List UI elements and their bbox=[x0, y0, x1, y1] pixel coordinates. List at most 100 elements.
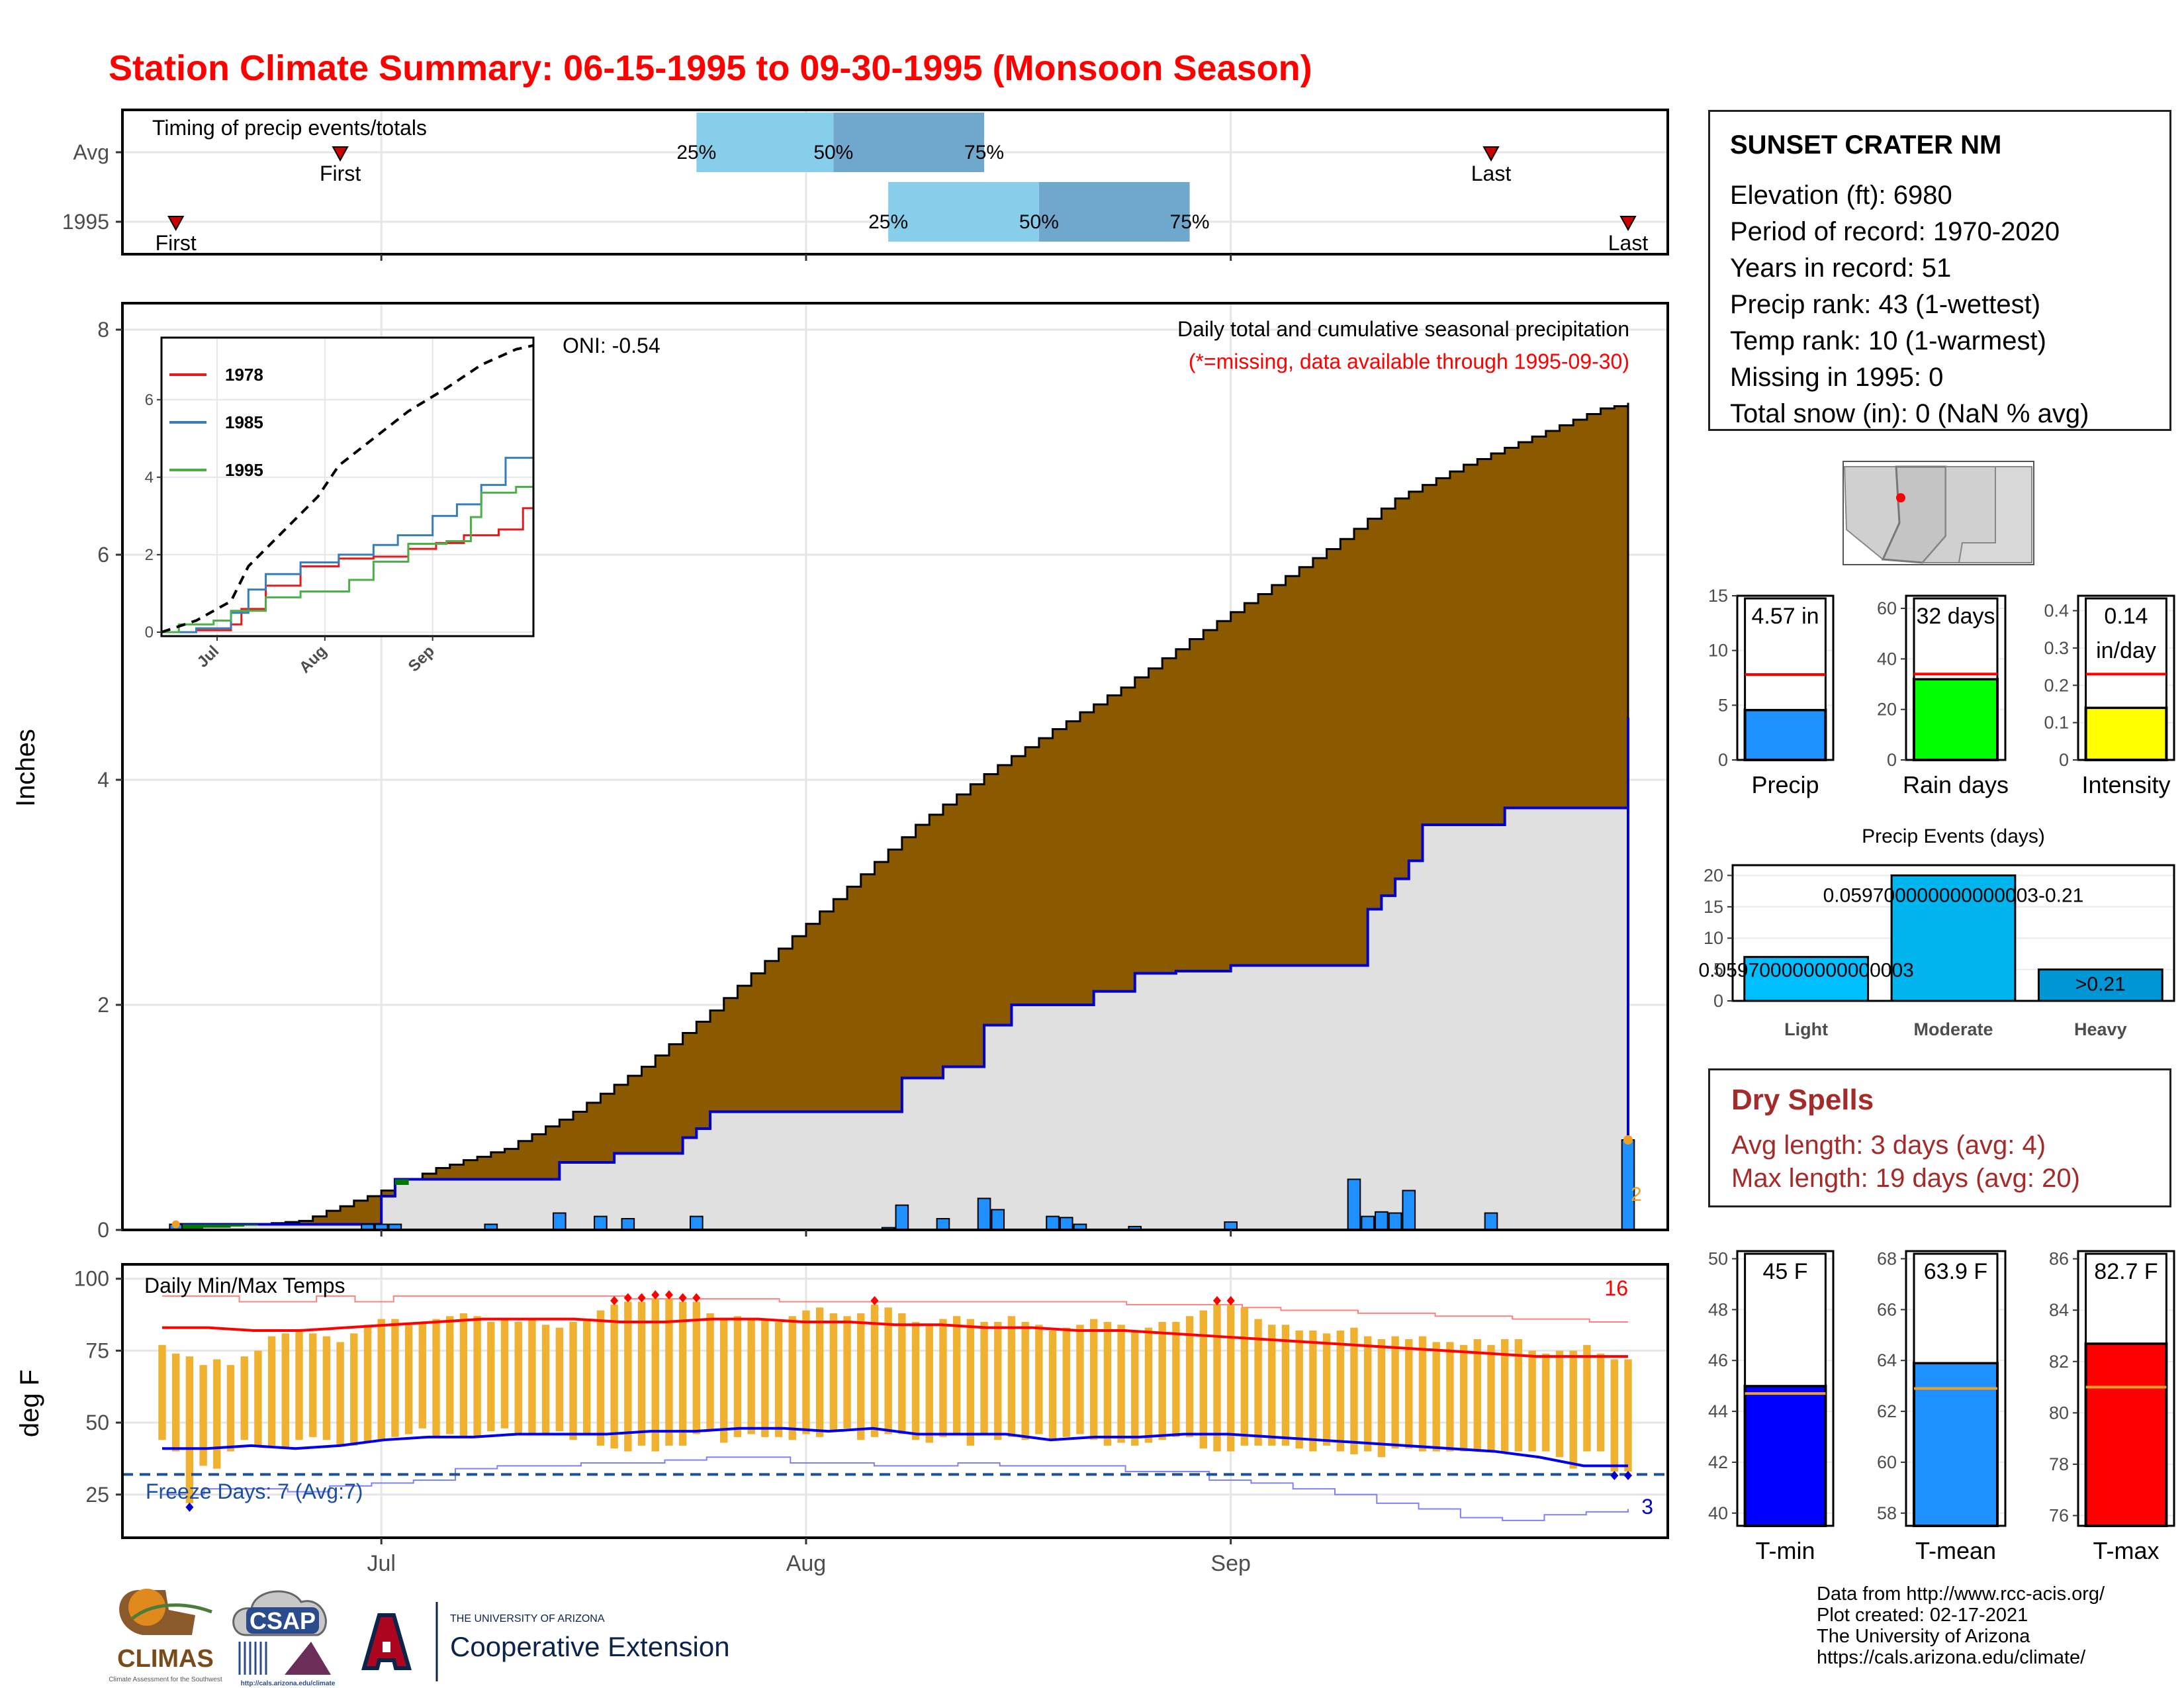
daily-temp-bar bbox=[1363, 1336, 1372, 1452]
stat-t-mean-border bbox=[1905, 1250, 2007, 1527]
y-tick-label: 15 bbox=[1704, 897, 1723, 917]
total-intensity-value-bar bbox=[2084, 706, 2168, 762]
daily-temp-bar bbox=[665, 1299, 673, 1446]
y-tick-label: 25 bbox=[85, 1483, 109, 1507]
q75-label: 75% bbox=[1170, 211, 1210, 233]
daily-temp-bar bbox=[1089, 1319, 1098, 1440]
daily-temp-bar bbox=[1514, 1339, 1523, 1452]
daily-temp-bar bbox=[377, 1319, 385, 1440]
station-location-marker bbox=[1896, 493, 1905, 502]
avg-max-line bbox=[162, 1317, 1628, 1358]
row-label: 1995 bbox=[62, 210, 109, 234]
event-bar-heavy bbox=[2037, 968, 2163, 1002]
dry-spells-avg: Avg length: 3 days (avg: 4) bbox=[1731, 1131, 2046, 1160]
daily-precip-bar bbox=[1361, 1215, 1375, 1231]
daily-temp-bar bbox=[1213, 1304, 1221, 1452]
inset-bg bbox=[161, 338, 533, 636]
daily-precip-bar bbox=[1388, 1212, 1402, 1231]
daily-temp-bar bbox=[1199, 1310, 1207, 1449]
y-tick-label: 0 bbox=[97, 1218, 109, 1242]
y-tick-label: 10 bbox=[1704, 928, 1723, 948]
daily-temp-bar bbox=[569, 1321, 577, 1440]
daily-precip-bar bbox=[1402, 1190, 1416, 1231]
y-tick-label: 8 bbox=[97, 318, 109, 342]
q50-label: 50% bbox=[1019, 211, 1059, 233]
map-state-tx bbox=[1958, 466, 2032, 563]
daily-precip-bar bbox=[1347, 1178, 1361, 1231]
event-bar-label: 0.059700000000000003-0.21 bbox=[1823, 884, 2084, 906]
inset-legend-label: 1978 bbox=[225, 365, 263, 385]
daily-temp-bar bbox=[1048, 1330, 1057, 1440]
daily-temp-bar bbox=[254, 1350, 262, 1446]
daily-precip-bar bbox=[1059, 1217, 1073, 1231]
station-years: Years in record: 51 bbox=[1730, 254, 1952, 283]
daily-temp-bar bbox=[500, 1319, 509, 1429]
cumulative-1995-area bbox=[162, 718, 1629, 1231]
event-category-label: Light bbox=[1784, 1019, 1828, 1039]
daily-temp-bar bbox=[1117, 1325, 1125, 1443]
daily-temp-bar bbox=[528, 1319, 536, 1434]
stat-t-mean-value-bar bbox=[1913, 1362, 1999, 1527]
daily-temp-bar bbox=[1500, 1339, 1509, 1452]
daily-temp-bar bbox=[1309, 1330, 1317, 1452]
total-intensity-headroom bbox=[2085, 597, 2167, 709]
daily-temp-bar bbox=[1569, 1350, 1577, 1469]
last-event-label: Last bbox=[1608, 231, 1649, 255]
record-low-marker bbox=[1610, 1471, 1619, 1481]
daily-temp-bar bbox=[774, 1321, 783, 1437]
precip-panel-border bbox=[121, 302, 1669, 1231]
q25-label: 25% bbox=[868, 211, 908, 233]
total-precip-border bbox=[1736, 594, 1835, 761]
events-panel-title: Precip Events (days) bbox=[1862, 825, 2045, 847]
daily-temp-bar bbox=[1103, 1321, 1112, 1446]
inset-y-tick-label: 0 bbox=[145, 624, 154, 641]
total-intensity-value-label: in/day bbox=[2096, 638, 2156, 663]
daily-temp-bar bbox=[637, 1301, 646, 1446]
daily-temp-bar bbox=[446, 1316, 454, 1434]
station-name: SUNSET CRATER NM bbox=[1730, 130, 2002, 160]
locator-map bbox=[1843, 461, 2034, 565]
y-tick-label: 0 bbox=[1887, 750, 1897, 770]
y-tick-label: 0 bbox=[1718, 750, 1728, 770]
daily-precip-bar bbox=[1484, 1212, 1498, 1231]
daily-temp-bar bbox=[802, 1310, 810, 1434]
daily-temp-bar bbox=[857, 1313, 865, 1440]
total-precip-value-label: 4.57 in bbox=[1751, 604, 1819, 629]
daily-temp-bar bbox=[583, 1319, 591, 1434]
daily-temp-bar bbox=[815, 1307, 824, 1437]
y-tick-label: 82 bbox=[2049, 1352, 2069, 1372]
daily-temp-bar bbox=[1268, 1325, 1276, 1446]
climas-logo: CLIMAS Climate Assessment for the Southwe… bbox=[109, 1589, 222, 1683]
total-precip-headroom bbox=[1744, 597, 1827, 711]
avg-min-line bbox=[162, 1427, 1628, 1468]
daily-temp-bar bbox=[404, 1325, 413, 1434]
daily-temp-bar bbox=[322, 1336, 331, 1440]
daily-temp-bar bbox=[1350, 1327, 1358, 1454]
record-high-marker bbox=[692, 1293, 701, 1303]
daily-temp-bar bbox=[418, 1321, 427, 1429]
daily-temp-bar bbox=[541, 1325, 550, 1434]
y-tick-label: 100 bbox=[74, 1267, 109, 1291]
csap-logo-text: CSAP bbox=[250, 1607, 316, 1634]
total-precip-category-label: Precip bbox=[1751, 771, 1819, 798]
climas-logo-swoosh bbox=[131, 1603, 212, 1620]
station-precip-rank: Precip rank: 43 (1-wettest) bbox=[1730, 290, 2041, 319]
y-tick-label: 4 bbox=[97, 768, 109, 792]
freeze-days-label: Freeze Days: 7 (Avg:7) bbox=[146, 1479, 363, 1503]
daily-temp-bar bbox=[473, 1316, 481, 1437]
daily-temp-bar bbox=[213, 1359, 221, 1469]
q25-label: 25% bbox=[676, 142, 716, 164]
daily-precip-bar bbox=[621, 1218, 635, 1231]
daily-precip-bar bbox=[936, 1218, 950, 1231]
station-snow: Total snow (in): 0 (NaN % avg) bbox=[1730, 399, 2089, 428]
inset-series-line bbox=[161, 449, 535, 633]
dry-spells-box: Dry Spells Avg length: 3 days (avg: 4) M… bbox=[1708, 1068, 2171, 1207]
y-axis-title: Inches bbox=[11, 729, 40, 807]
stat-t-min-value-bar bbox=[1743, 1384, 1827, 1528]
daily-temp-bar bbox=[747, 1319, 755, 1434]
daily-temp-bar bbox=[1254, 1319, 1262, 1446]
record-low-marker bbox=[185, 1502, 194, 1512]
row-label: Avg bbox=[73, 140, 109, 164]
y-tick-label: 0.1 bbox=[2044, 713, 2069, 733]
record-high-marker bbox=[610, 1295, 619, 1305]
